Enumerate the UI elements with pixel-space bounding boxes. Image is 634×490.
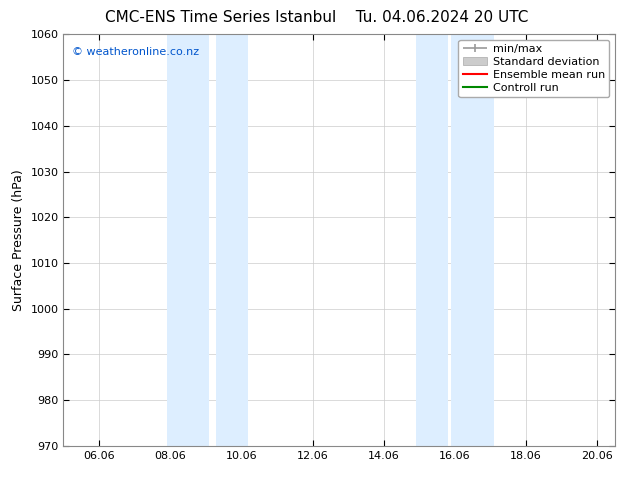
Bar [216,34,249,446]
Y-axis label: Surface Pressure (hPa): Surface Pressure (hPa) [12,169,25,311]
Bar [167,34,209,446]
Legend: min/max, Standard deviation, Ensemble mean run, Controll run: min/max, Standard deviation, Ensemble me… [458,40,609,97]
Bar [416,34,448,446]
Text: CMC-ENS Time Series Istanbul    Tu. 04.06.2024 20 UTC: CMC-ENS Time Series Istanbul Tu. 04.06.2… [105,10,529,25]
Bar [451,34,494,446]
Text: © weatheronline.co.nz: © weatheronline.co.nz [72,47,199,57]
